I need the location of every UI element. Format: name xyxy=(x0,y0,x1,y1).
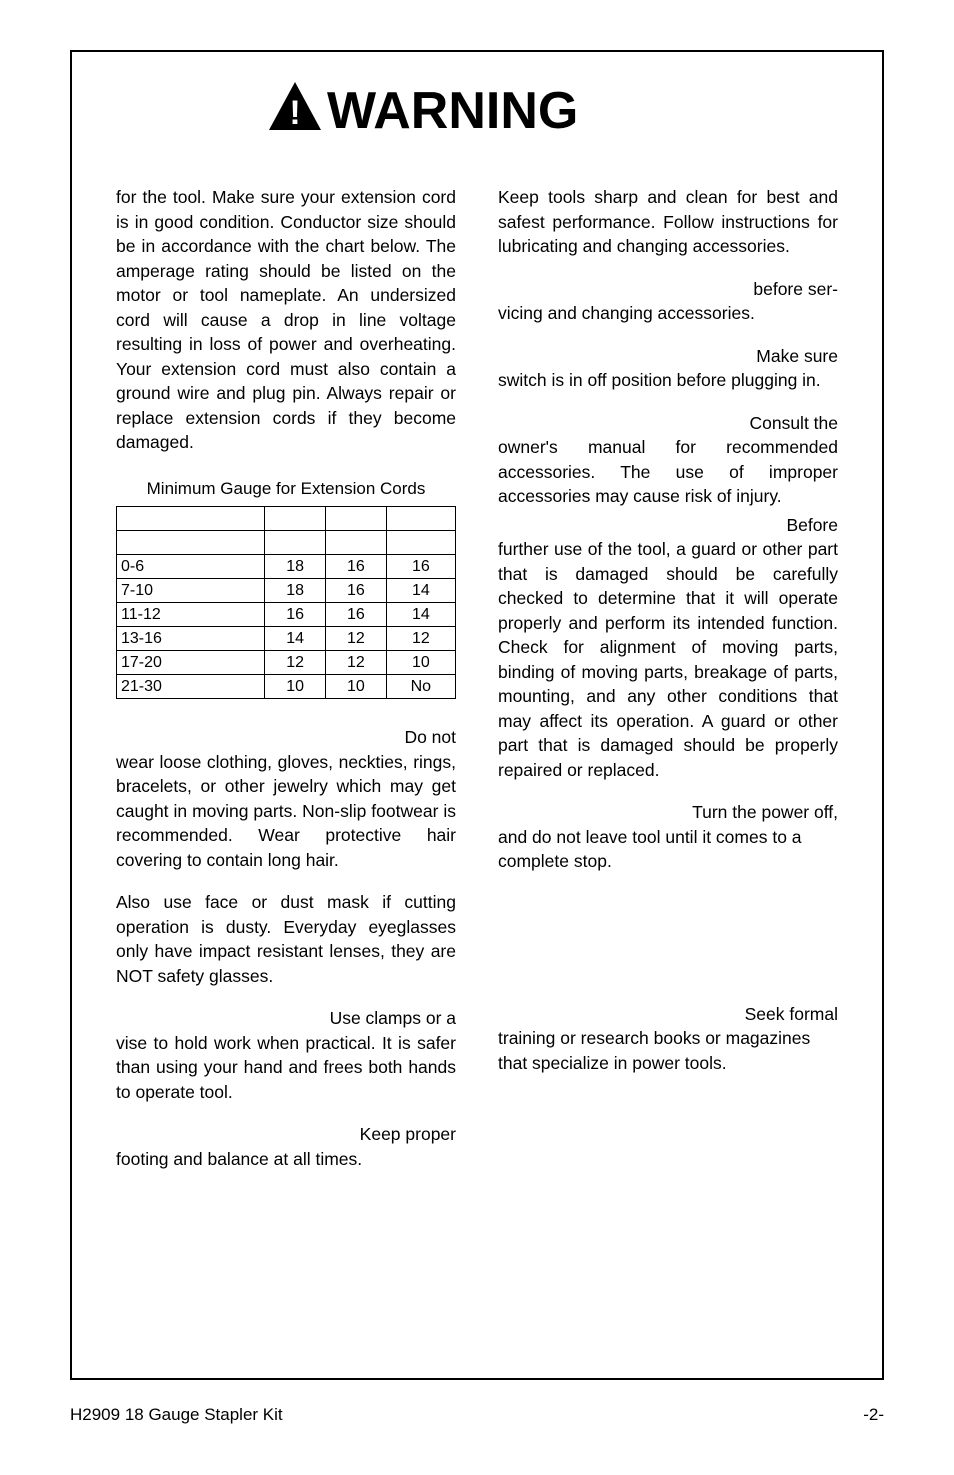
warning-logo: ! WARNING xyxy=(267,80,687,136)
lead-tail: Make sure xyxy=(498,344,838,369)
table-row: 13-16 14 12 12 xyxy=(117,627,456,651)
svg-text:!: ! xyxy=(289,94,300,132)
table-cell: 17-20 xyxy=(117,651,265,675)
footer-left: H2909 18 Gauge Stapler Kit xyxy=(70,1405,283,1425)
para-body: and do not leave tool until it comes to … xyxy=(498,825,838,874)
para-body: further use of the tool, a guard or othe… xyxy=(498,539,838,780)
table-row: 7-10 18 16 14 xyxy=(117,579,456,603)
lead-tail: Before xyxy=(498,513,838,538)
lead-tail: Keep proper xyxy=(116,1122,456,1147)
table-cell: 16 xyxy=(265,603,326,627)
left-para-5: Keep proper footing and balance at all t… xyxy=(116,1122,456,1171)
table-cell: 12 xyxy=(326,651,387,675)
table-cell xyxy=(326,531,387,555)
page: ! WARNING for the tool. Make sure your e… xyxy=(0,0,954,1475)
table-cell: 7-10 xyxy=(117,579,265,603)
table-cell: 16 xyxy=(326,603,387,627)
para-body: switch is in off position before pluggin… xyxy=(498,368,838,393)
table-cell: 10 xyxy=(386,651,455,675)
table-cell: 10 xyxy=(326,675,387,699)
table-cell: 16 xyxy=(326,555,387,579)
table-cell xyxy=(386,531,455,555)
left-para-2: Do not wear loose clothing, gloves, neck… xyxy=(116,725,456,872)
para-body: vicing and changing accessories. xyxy=(498,301,838,326)
right-para-2: before ser- vicing and changing accessor… xyxy=(498,277,838,326)
content-frame: ! WARNING for the tool. Make sure your e… xyxy=(70,50,884,1380)
table-cell xyxy=(386,507,455,531)
right-para-5: Before further use of the tool, a guard … xyxy=(498,513,838,783)
right-column: Keep tools sharp and clean for best and … xyxy=(498,185,838,1171)
table-cell: 10 xyxy=(265,675,326,699)
left-para-3: Also use face or dust mask if cutting op… xyxy=(116,890,456,988)
table-cell: 16 xyxy=(326,579,387,603)
table-cell: 18 xyxy=(265,579,326,603)
lead-tail: Use clamps or a xyxy=(116,1006,456,1031)
para-body: vise to hold work when practical. It is … xyxy=(116,1033,456,1102)
table-row: 17-20 12 12 10 xyxy=(117,651,456,675)
right-para-1: Keep tools sharp and clean for best and … xyxy=(498,185,838,259)
table-cell: 14 xyxy=(265,627,326,651)
table-cell xyxy=(117,507,265,531)
right-para-6: Turn the power off, and do not leave too… xyxy=(498,800,838,874)
right-para-7: Seek formal training or research books o… xyxy=(498,1002,838,1076)
para-body: footing and balance at all times. xyxy=(116,1147,456,1172)
lead-tail: Do not xyxy=(116,725,456,750)
extension-cord-table: 0-6 18 16 16 7-10 18 16 14 11-12 16 xyxy=(116,506,456,699)
table-cell: No xyxy=(386,675,455,699)
table-cell: 13-16 xyxy=(117,627,265,651)
left-column: for the tool. Make sure your extension c… xyxy=(116,185,456,1171)
table-row: 0-6 18 16 16 xyxy=(117,555,456,579)
table-cell xyxy=(265,531,326,555)
table-cell: 18 xyxy=(265,555,326,579)
table-cell: 14 xyxy=(386,579,455,603)
lead-tail: Seek formal xyxy=(498,1002,838,1027)
page-footer: H2909 18 Gauge Stapler Kit -2- xyxy=(70,1405,884,1425)
table-row: 21-30 10 10 No xyxy=(117,675,456,699)
table-cell: 11-12 xyxy=(117,603,265,627)
table-cell xyxy=(326,507,387,531)
lead-tail: before ser- xyxy=(498,277,838,302)
warning-header: ! WARNING xyxy=(116,80,838,141)
lead-tail: Turn the power off, xyxy=(498,800,838,825)
table-cell: 12 xyxy=(326,627,387,651)
table-cell xyxy=(265,507,326,531)
spacer xyxy=(498,892,838,1002)
two-column-layout: for the tool. Make sure your extension c… xyxy=(116,185,838,1171)
para-body: owner's manual for recommended accessori… xyxy=(498,437,838,506)
table-cell: 16 xyxy=(386,555,455,579)
para-body: wear loose clothing, gloves, neckties, r… xyxy=(116,752,456,870)
footer-right: -2- xyxy=(863,1405,884,1425)
right-para-4: Consult the owner's manual for recommend… xyxy=(498,411,838,509)
left-para-1: for the tool. Make sure your extension c… xyxy=(116,185,456,455)
table-cell: 12 xyxy=(265,651,326,675)
para-body: training or research books or magazines … xyxy=(498,1026,838,1075)
table-row: 11-12 16 16 14 xyxy=(117,603,456,627)
table-caption: Minimum Gauge for Extension Cords xyxy=(116,477,456,501)
table-cell xyxy=(117,531,265,555)
left-para-4: Use clamps or a vise to hold work when p… xyxy=(116,1006,456,1104)
table-cell: 12 xyxy=(386,627,455,651)
table-header-row xyxy=(117,531,456,555)
right-para-3: Make sure switch is in off position befo… xyxy=(498,344,838,393)
table-cell: 0-6 xyxy=(117,555,265,579)
table-cell: 21-30 xyxy=(117,675,265,699)
warning-text: WARNING xyxy=(327,82,578,136)
table-header-row xyxy=(117,507,456,531)
table-cell: 14 xyxy=(386,603,455,627)
lead-tail: Consult the xyxy=(498,411,838,436)
